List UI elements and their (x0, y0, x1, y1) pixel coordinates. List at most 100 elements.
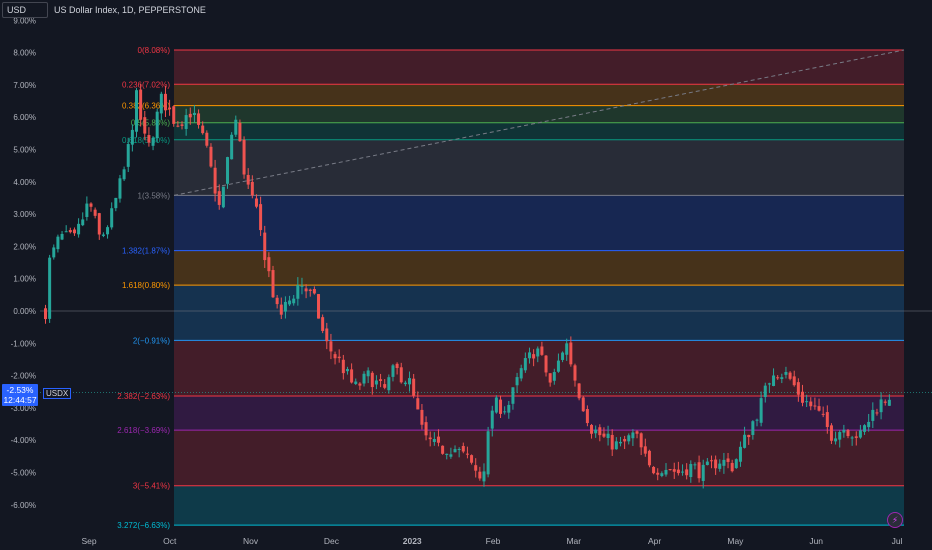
candle-body (350, 369, 354, 383)
candle-body (709, 460, 713, 462)
candle-body (101, 234, 105, 236)
y-tick-label: 1.00% (13, 275, 36, 284)
x-tick-label: Dec (324, 536, 340, 546)
candle-body (755, 419, 759, 421)
x-tick-label: Apr (648, 536, 661, 546)
candle-body (772, 375, 776, 386)
candle-body (631, 432, 635, 439)
candle-body (565, 343, 569, 355)
candle-body (308, 289, 312, 291)
candle-body (515, 377, 519, 386)
candle-body (548, 373, 552, 383)
candle-body (56, 236, 60, 250)
candle-body (863, 425, 867, 432)
candle-body (424, 422, 428, 436)
symbol-search-input[interactable]: USD (2, 2, 48, 18)
candle-body (457, 448, 461, 450)
candle-body (445, 453, 449, 455)
fib-zone (174, 195, 904, 251)
candle-body (511, 387, 515, 404)
candle-body (656, 472, 660, 475)
candle-body (858, 430, 862, 438)
fib-level-label: 3(−5.41%) (133, 482, 170, 491)
candle-body (453, 449, 457, 453)
candle-body (577, 383, 581, 399)
candle-body (143, 117, 147, 134)
candle-body (72, 229, 76, 234)
fib-zone (174, 250, 904, 286)
candle-body (730, 462, 734, 472)
fib-zone (174, 485, 904, 526)
fib-zone (174, 105, 904, 123)
y-tick-label: -2.00% (11, 372, 36, 381)
candle-body (304, 288, 308, 292)
candle-body (230, 134, 234, 160)
candle-body (238, 122, 242, 142)
fib-level-label: 1.382(1.87%) (122, 247, 170, 256)
candle-body (300, 285, 304, 287)
candle-body (420, 409, 424, 425)
candle-body (738, 446, 742, 462)
candle-body (271, 270, 275, 298)
candle-body (60, 233, 64, 240)
candle-body (693, 464, 697, 466)
candle-body (130, 129, 134, 145)
candle-body (470, 455, 474, 463)
x-tick-label: 2023 (403, 536, 422, 546)
candle-body (416, 398, 420, 410)
candle-body (403, 382, 407, 385)
fib-zone (174, 430, 904, 486)
candle-body (242, 139, 246, 175)
candle-body (221, 186, 225, 208)
fib-level-label: 1(3.58%) (138, 191, 171, 200)
candle-body (383, 384, 387, 388)
y-tick-label: 3.00% (13, 210, 36, 219)
fib-level-label: 0.236(7.02%) (122, 80, 170, 89)
candle-body (743, 434, 747, 448)
candle-body (254, 198, 258, 207)
candle-body (842, 429, 846, 433)
fib-zone (174, 139, 904, 196)
candle-body (867, 421, 871, 428)
candle-body (209, 146, 213, 167)
y-tick-label: -4.00% (11, 436, 36, 445)
candle-body (652, 466, 656, 474)
candle-body (829, 425, 833, 441)
candle-body (366, 370, 370, 377)
candle-body (428, 437, 432, 440)
candle-body (825, 412, 829, 427)
candle-body (321, 317, 325, 331)
fib-zone (174, 285, 904, 341)
candle-body (172, 106, 176, 124)
fib-level-label: 2.618(−3.69%) (117, 426, 170, 435)
candle-body (296, 285, 300, 299)
candle-body (118, 178, 122, 199)
candle-body (722, 459, 726, 466)
candle-body (44, 308, 47, 320)
candle-body (81, 219, 85, 226)
candle-body (879, 399, 883, 413)
candle-body (527, 352, 531, 359)
candle-body (714, 459, 718, 469)
candle-body (482, 471, 486, 482)
y-tick-label: 5.00% (13, 146, 36, 155)
candle-body (461, 446, 465, 452)
candle-body (805, 401, 809, 403)
candle-body (337, 356, 341, 359)
candle-body (800, 391, 804, 403)
y-tick-label: 7.00% (13, 81, 36, 90)
fib-level-label: 1.618(0.80%) (122, 281, 170, 290)
candle-body (602, 433, 606, 437)
candle-body (391, 365, 395, 377)
current-price-value: -2.53% (6, 385, 34, 395)
candle-body (850, 437, 854, 439)
candle-body (544, 355, 548, 373)
candle-body (52, 247, 56, 258)
fib-zone (174, 395, 904, 431)
lightning-icon[interactable]: ⚡ (887, 512, 903, 528)
candle-body (639, 433, 643, 448)
candle-body (776, 377, 780, 379)
candle-body (569, 342, 573, 365)
candle-body (412, 378, 416, 396)
